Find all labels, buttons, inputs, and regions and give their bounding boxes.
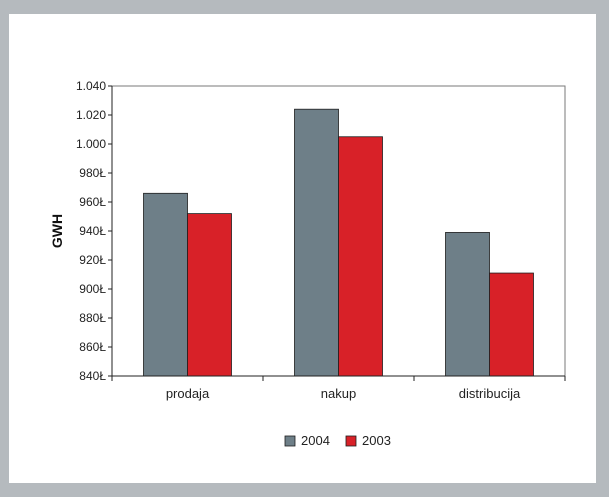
x-category-label: distribucija xyxy=(459,386,521,401)
y-tick-label: 900Ł xyxy=(79,282,106,296)
y-tick-label: 1.000 xyxy=(76,137,106,151)
bar-2004-distribucija xyxy=(445,232,490,377)
legend-label: 2003 xyxy=(362,433,391,448)
y-axis-title: GWH xyxy=(49,214,65,248)
y-tick-label: 1.020 xyxy=(76,108,106,122)
y-tick-label: 840Ł xyxy=(79,369,106,383)
y-tick-label: 980Ł xyxy=(79,166,106,180)
legend: 2004 2003 xyxy=(284,433,391,448)
y-tick-label: 920Ł xyxy=(79,253,106,267)
bar-chart: 840Ł 860Ł 880Ł 900Ł 920Ł 940Ł 960Ł 980Ł 1.000 1.0… xyxy=(49,79,566,448)
y-tick-label: 1.040 xyxy=(76,79,106,93)
bars-group xyxy=(143,108,534,377)
axes-group xyxy=(108,85,566,381)
legend-swatch-2003 xyxy=(345,435,357,447)
labels-group: 840Ł 860Ł 880Ł 900Ł 920Ł 940Ł 960Ł 980Ł 1.000 1.0… xyxy=(49,79,521,401)
y-tick-label: 880Ł xyxy=(79,311,106,325)
y-tick-label: 940Ł xyxy=(79,224,106,238)
y-tick-label: 960Ł xyxy=(79,195,106,209)
bar-2003-distribucija xyxy=(489,272,534,377)
bar-2004-nakup xyxy=(294,108,339,377)
legend-swatch-2004 xyxy=(284,435,296,447)
x-category-label: nakup xyxy=(321,386,356,401)
legend-label: 2004 xyxy=(301,433,330,448)
x-category-label: prodaja xyxy=(166,386,210,401)
chart-panel: 840Ł 860Ł 880Ł 900Ł 920Ł 940Ł 960Ł 980Ł 1.000 1.0… xyxy=(9,14,596,483)
bar-2003-prodaja xyxy=(187,213,232,377)
bar-2003-nakup xyxy=(338,136,383,377)
y-tick-label: 860Ł xyxy=(79,340,106,354)
bar-2004-prodaja xyxy=(143,192,188,377)
